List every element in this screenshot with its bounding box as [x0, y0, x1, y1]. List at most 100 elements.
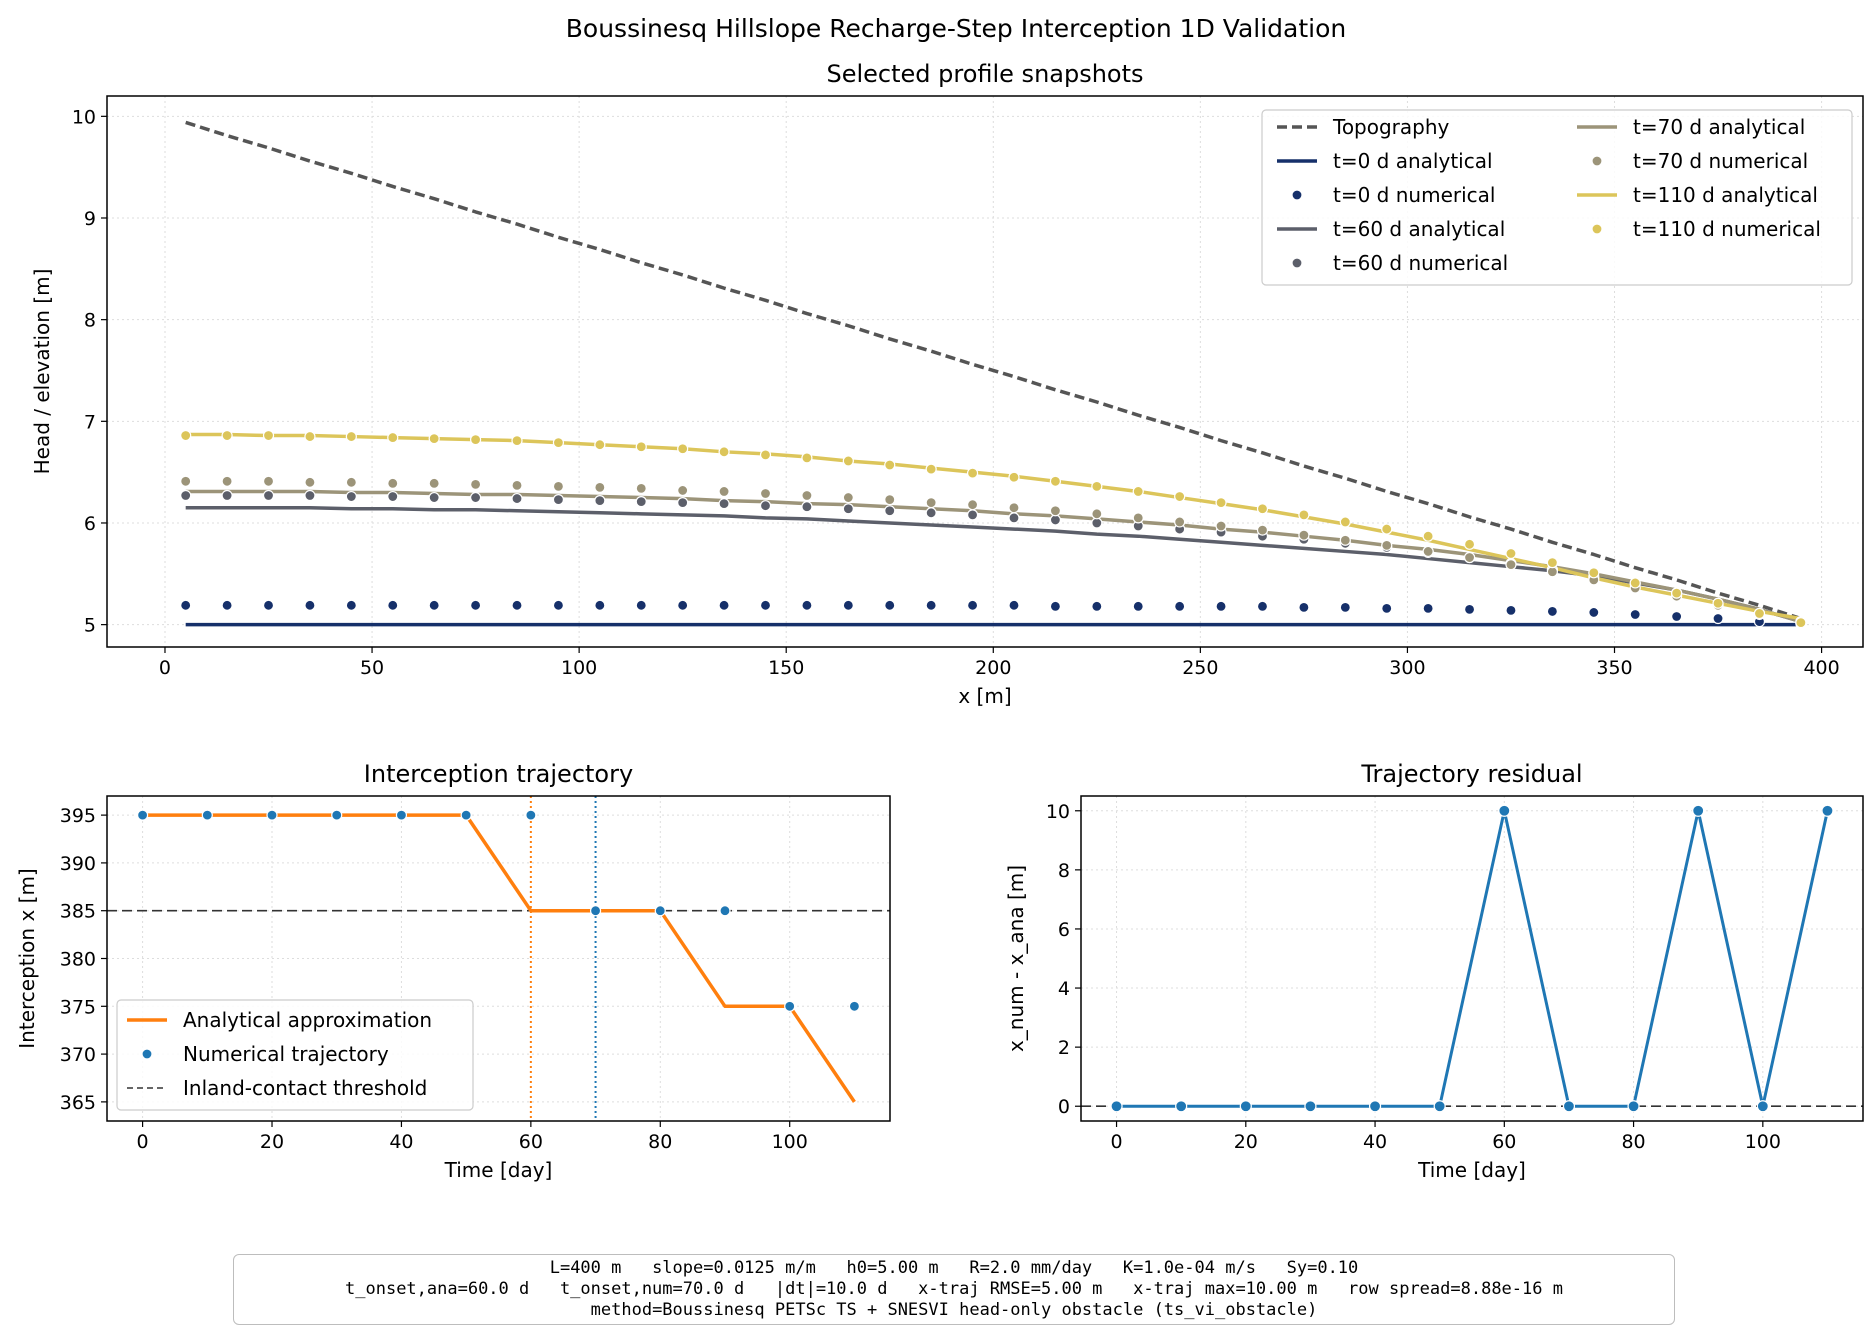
- series-t-110-d-numerical-point: [1795, 617, 1807, 629]
- x-axis-label: x [m]: [958, 684, 1011, 708]
- series-t-70-d-numerical-point: [262, 475, 275, 487]
- y-tick-label: 7: [84, 411, 96, 433]
- legend-box: [116, 999, 474, 1111]
- series-t-70-d-numerical-point: [552, 480, 565, 492]
- series-t-60-d-numerical-point: [180, 489, 192, 502]
- series-t-70-d-numerical-point: [1339, 534, 1351, 546]
- series-t-110-d-numerical-point: [1256, 503, 1269, 515]
- y-tick-label: 8: [84, 310, 96, 332]
- series-t-110-d-numerical-point: [469, 434, 482, 446]
- series-t-0-d-numerical-point: [925, 599, 937, 611]
- series-t-0-d-numerical-point: [1588, 606, 1600, 619]
- plot-area: [107, 796, 890, 1121]
- x-tick-label: 100: [1745, 1131, 1781, 1153]
- series-residual-point: [1692, 804, 1705, 817]
- series-t-0-d-numerical-point: [552, 599, 565, 611]
- x-tick-label: 100: [772, 1131, 808, 1153]
- legend: Analytical approximation Numerical trajec…: [116, 999, 474, 1111]
- series-t-110-d-numerical-point: [925, 463, 937, 475]
- series-t-70-d-numerical-point: [801, 489, 813, 502]
- series-t-60-d-numerical-point: [884, 505, 896, 517]
- y-tick-label: 390: [60, 853, 96, 875]
- chart-title: Interception trajectory: [364, 760, 633, 788]
- series-residual-line: [1116, 809, 1829, 1108]
- legend-box: [1261, 109, 1853, 286]
- series-residual-point: [1627, 1100, 1640, 1113]
- x-tick-label: 20: [1234, 1131, 1258, 1153]
- x-tick-label: 250: [1182, 657, 1218, 679]
- series-t-0-d-numerical-point: [1463, 603, 1476, 615]
- y-axis-label: Head / elevation [m]: [30, 269, 54, 475]
- series-t-70-d-numerical-point: [1091, 508, 1103, 520]
- x-tick-label: 400: [1803, 657, 1839, 679]
- x-tick-label: 350: [1596, 657, 1632, 679]
- series-t-110-d-numerical-point: [1008, 471, 1020, 483]
- series-t-110-d-numerical-point: [842, 455, 854, 467]
- series-t-60-d-numerical-point: [387, 490, 399, 503]
- series-residual-point: [1562, 1100, 1576, 1113]
- x-tick-label: 100: [561, 657, 597, 679]
- series-t-60-d-numerical-point: [552, 493, 565, 506]
- series-t-110-d-numerical-point: [1339, 516, 1351, 528]
- series-t-0-d-numerical-point: [1546, 605, 1558, 618]
- series-t-0-d-numerical-point: [1008, 599, 1020, 611]
- series-t-0-d-numerical-point: [842, 599, 854, 611]
- series-t-0-d-numerical-point: [1422, 602, 1434, 614]
- chart-title: Selected profile snapshots: [826, 60, 1143, 88]
- series-t-110-d-numerical-point: [1215, 497, 1227, 509]
- legend-label: t=60 d analytical: [1333, 217, 1505, 241]
- y-tick-label: 5: [84, 615, 96, 637]
- series-t-0-d-numerical-point: [428, 599, 440, 611]
- y-tick-label: 6: [1058, 919, 1070, 941]
- series-residual-point: [1304, 1100, 1317, 1113]
- series-t-70-d-numerical-point: [718, 485, 730, 498]
- series-t-110-d-numerical-point: [1629, 577, 1641, 589]
- y-tick-label: 8: [1058, 860, 1070, 882]
- series-t-110-d-numerical-point: [262, 429, 275, 442]
- series-numerical-trajectory-point: [654, 905, 666, 917]
- series-t-70-d-numerical-point: [1256, 524, 1269, 536]
- series-residual-point: [1821, 804, 1834, 817]
- legend-marker: [1591, 223, 1603, 235]
- series-t-110-d-numerical-point: [1671, 587, 1683, 599]
- series-t-70-d-numerical-point: [1463, 551, 1476, 564]
- series-t-110-d-numerical-point: [1381, 523, 1393, 535]
- legend-label: t=0 d analytical: [1333, 149, 1493, 173]
- y-axis-label: x_num - x_ana [m]: [1004, 865, 1028, 1052]
- y-tick-label: 380: [60, 949, 96, 971]
- series-residual-point: [1368, 1100, 1382, 1113]
- series-t-70-d-numerical-point: [925, 497, 937, 509]
- series-t-70-d-numerical-point: [1422, 545, 1434, 558]
- x-tick-label: 60: [1492, 1131, 1516, 1153]
- y-tick-label: 0: [1058, 1096, 1070, 1118]
- series-t-70-d-numerical-point: [759, 487, 772, 500]
- series-t-0-d-numerical-point: [221, 599, 233, 611]
- chart-title: Trajectory residual: [1360, 760, 1582, 788]
- series-t-70-d-numerical-point: [677, 484, 689, 497]
- series-numerical-trajectory-point: [201, 809, 213, 821]
- series-t-60-d-numerical-point: [221, 489, 233, 502]
- series-t-110-d-numerical-point: [1422, 530, 1434, 542]
- series-t-60-d-numerical-point: [718, 498, 730, 510]
- series-t-60-d-numerical-point: [801, 501, 813, 513]
- legend-marker: [1291, 189, 1303, 201]
- series-t-110-d-numerical-point: [387, 431, 399, 444]
- series-t-70-d-numerical-point: [635, 482, 647, 495]
- series-t-110-d-numerical-point: [1049, 475, 1062, 487]
- series-t-0-d-numerical-point: [511, 599, 523, 611]
- series-t-70-d-numerical-point: [1546, 566, 1558, 578]
- series-t-110-d-numerical-point: [1588, 567, 1600, 579]
- series-t-0-d-numerical-point: [1256, 600, 1269, 612]
- chart-profile-snapshots: 0 50 100 150 200 250 300 350 400 5 6 7 8 9 10 Selected …: [30, 60, 1864, 708]
- series-t-70-d-numerical-point: [966, 499, 979, 511]
- y-tick-label: 4: [1058, 978, 1070, 1000]
- series-t-110-d-numerical-point: [221, 429, 233, 442]
- series-t-70-d-numerical-point: [1008, 502, 1020, 514]
- series-t-0-d-numerical-point: [1671, 610, 1683, 623]
- x-tick-label: 0: [159, 657, 171, 679]
- series-t-110-d-numerical-point: [180, 429, 192, 442]
- series-t-110-d-numerical-point: [884, 459, 896, 471]
- series-t-0-d-numerical-point: [1091, 600, 1103, 612]
- legend-label: t=60 d numerical: [1333, 251, 1508, 275]
- x-tick-label: 80: [1621, 1131, 1645, 1153]
